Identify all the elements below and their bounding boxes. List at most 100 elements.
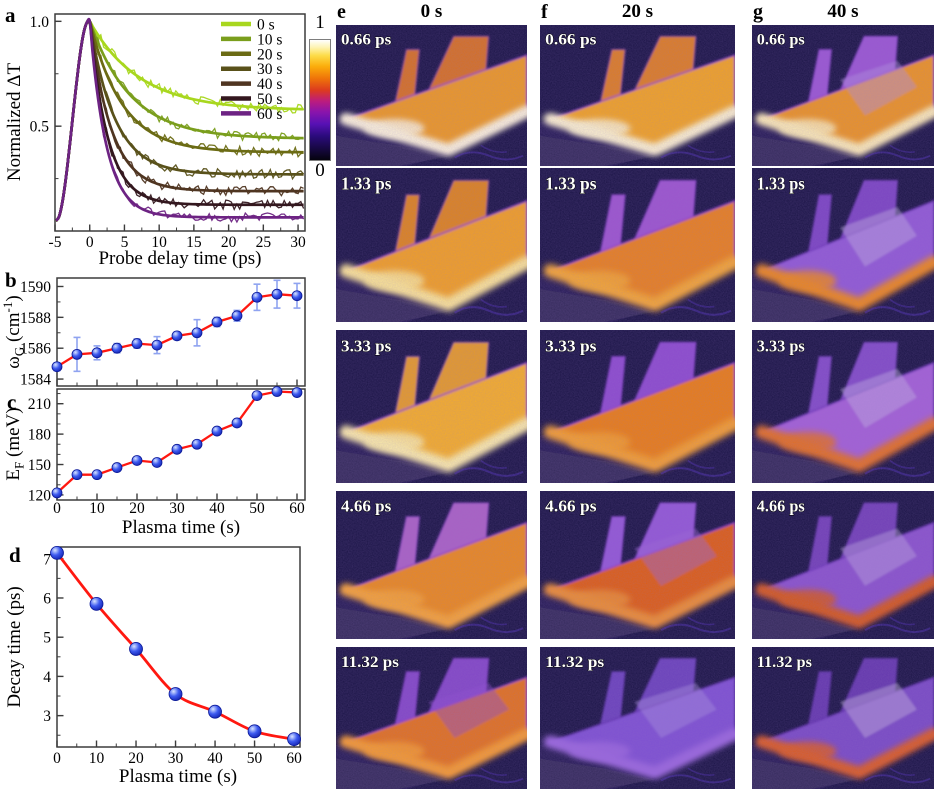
plasma-time-column-title: 20 s [621,1,654,22]
microscopy-image-cell: 3.33 ps [336,330,527,483]
delay-time-label: 4.66 ps [545,497,597,516]
noise-overlay [336,647,527,789]
axis-label: Plasma time (s) [119,766,237,787]
noise-overlay [540,25,735,166]
x-tick-label: 0 [86,234,94,251]
delay-time-label: 1.33 ps [757,174,805,194]
legend-label: 40 s [257,76,282,93]
microscopy-image-cell: 1.33 ps [752,168,934,322]
image-cell-e-row3: 3.33 ps [336,330,527,483]
x-tick-label: 25 [256,234,272,251]
data-point-marker [151,457,163,468]
data-point-marker [51,361,63,373]
y-tick-label: 7 [43,551,51,568]
microscopy-image-cell: 11.32 ps [336,647,527,789]
x-tick-label: 20 [221,234,237,251]
x-tick-label: 60 [289,500,305,517]
delay-time-label: 11.32 ps [341,652,399,670]
data-point-marker [151,339,163,351]
delay-time-label: 0.66 ps [757,32,805,49]
microscopy-image-cell: 1.33 ps [540,168,735,322]
fit-line [55,552,295,741]
data-point-marker [111,342,123,354]
legend-label: 0 s [257,17,275,34]
data-point-marker [271,386,283,397]
noise-overlay [752,25,934,166]
data-point-marker [89,596,104,611]
decay-curves [55,17,305,224]
x-tick-label: 15 [186,234,202,251]
fit-curve [55,19,304,222]
data-point-marker [111,462,123,473]
microscopy-image-cell: 0.66 ps [752,25,934,166]
data-point-marker [191,438,203,450]
noise-overlay [752,168,934,322]
panel-letter-b: b [5,268,17,292]
image-cell-e-row4: 4.66 ps [336,491,527,639]
colorbar-max-label: 1 [315,12,325,33]
y-tick-label: 1.0 [30,14,50,31]
data-point-marker [247,724,262,739]
fit-curve [55,19,304,222]
x-tick-label: 20 [128,750,144,767]
microscopy-image-cell: 4.66 ps [336,491,527,639]
noise-overlay [540,647,735,789]
x-tick-label: 10 [151,234,167,251]
x-tick-label: 40 [207,750,223,767]
data-point-marker [71,469,83,481]
x-tick-label: 40 [209,500,225,517]
image-cell-f-row5: 11.32 ps [540,647,735,789]
image-cell-g-row4: 4.66 ps [752,491,934,639]
image-cell-g-row3: 3.33 ps [752,330,934,483]
delay-time-label: 4.66 ps [341,497,392,516]
legend-label: 60 s [257,106,282,123]
data-point-marker [171,443,183,455]
data-point-marker [291,387,303,398]
image-cell-g-row1: 0.66 ps [752,25,934,166]
panel-letter-c: c [7,390,16,414]
microscopy-image-cell: 3.33 ps [752,330,934,483]
legend-label: 30 s [257,61,282,78]
image-cell-g-row5: 11.32 ps [752,647,934,789]
delay-time-label: 4.66 ps [757,496,805,515]
data-point-marker [191,327,203,339]
noise-overlay [336,25,527,166]
y-tick-label: 180 [28,427,52,444]
image-cell-f-row2: 1.33 ps [540,168,735,322]
x-tick-label: 0 [53,750,61,767]
y-tick-label: 5 [43,630,51,647]
delay-time-label: 11.32 ps [757,654,812,671]
microscopy-image-cell: 4.66 ps [540,491,735,639]
noise-overlay [752,647,934,789]
axes-frame [54,13,306,232]
plasma-time-column-title: 40 s [827,1,859,22]
image-cell-f-row1: 0.66 ps [540,25,735,166]
noise-overlay [752,491,934,639]
axis-label: Plasma time (s) [122,517,240,538]
x-tick-label: 30 [290,234,306,251]
delay-time-label: 0.66 ps [545,30,597,48]
image-cell-f-row4: 4.66 ps [540,491,735,639]
fit-curve [55,19,304,222]
y-tick-label: 1590 [20,279,51,296]
legend-label: 10 s [257,31,282,48]
noise-overlay [540,168,735,322]
legend-label: 50 s [257,91,282,108]
image-cell-f-row3: 3.33 ps [540,330,735,483]
microscopy-image-cell: 0.66 ps [336,25,527,166]
delay-time-label: 0.66 ps [341,30,392,48]
y-tick-label: 1586 [20,341,51,358]
data-point-marker [131,455,143,466]
axis-label: Probe delay time (ps) [98,248,261,269]
delay-time-label: 1.33 ps [545,174,597,194]
data-point-marker [251,291,263,303]
panel-letter-a: a [5,3,16,27]
data-point-marker [251,390,263,401]
data-point-marker [50,545,64,560]
x-tick-label: 5 [121,234,129,251]
data-point-marker [131,338,143,349]
y-tick-label: 210 [28,396,52,413]
microscopy-image-cell: 4.66 ps [752,491,934,639]
y-tick-label: 4 [43,669,51,686]
